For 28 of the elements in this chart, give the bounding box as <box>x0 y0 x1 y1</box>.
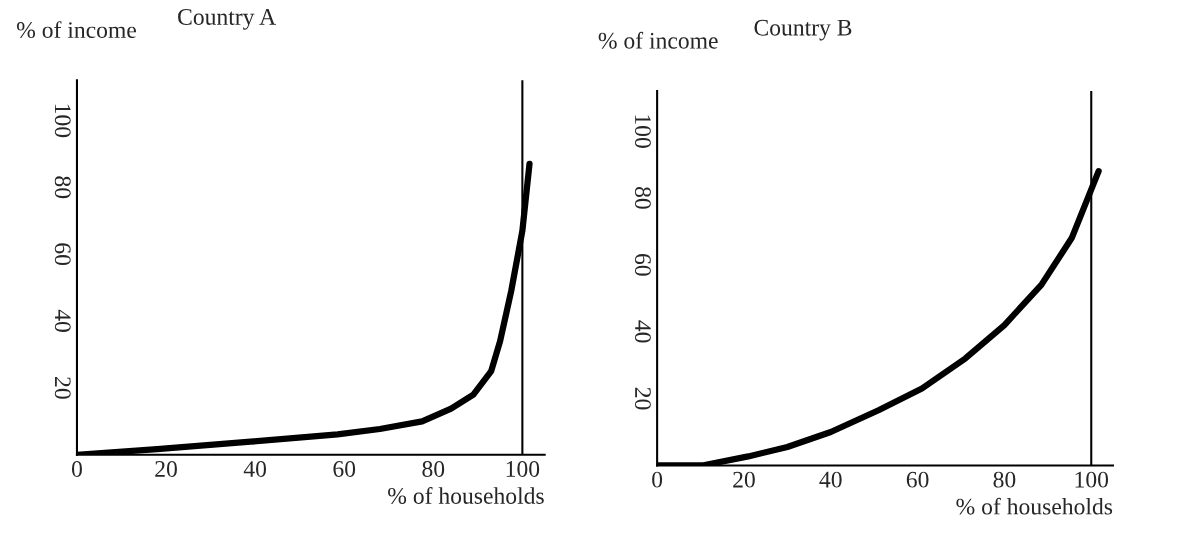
y-tick-label: 80 <box>634 187 651 209</box>
y-axis-title: % of income <box>598 31 718 49</box>
y-tick-label: 100 <box>634 115 651 148</box>
y-tick-label: 60 <box>634 254 651 276</box>
y-tick-label: 60 <box>54 243 71 266</box>
y-tick-label: 100 <box>54 104 71 138</box>
x-tick-label: 80 <box>993 471 1016 488</box>
chart-title: Country A <box>178 9 276 30</box>
y-axis-title: % of income <box>16 21 136 39</box>
y-tick-label: 40 <box>634 320 651 343</box>
chart-title: Country B <box>754 19 852 41</box>
x-tick-label: 0 <box>652 471 663 488</box>
y-tick-label: 20 <box>634 387 651 410</box>
x-tick-label: 20 <box>733 471 755 488</box>
x-tick-label: 80 <box>422 460 445 477</box>
x-axis-title: % of households <box>956 497 1113 515</box>
x-tick-label: 100 <box>1075 471 1109 488</box>
y-tick-label: 20 <box>54 377 71 399</box>
x-tick-label: 40 <box>819 471 842 488</box>
x-tick-label: 0 <box>71 460 82 477</box>
x-axis-title: % of households <box>388 487 544 504</box>
x-tick-label: 40 <box>243 460 267 477</box>
x-tick-label: 60 <box>906 471 929 488</box>
y-tick-label: 40 <box>54 309 71 332</box>
y-tick-label: 80 <box>54 176 71 199</box>
x-tick-label: 60 <box>333 460 356 477</box>
x-tick-label: 100 <box>506 460 540 477</box>
x-tick-label: 20 <box>155 460 177 477</box>
